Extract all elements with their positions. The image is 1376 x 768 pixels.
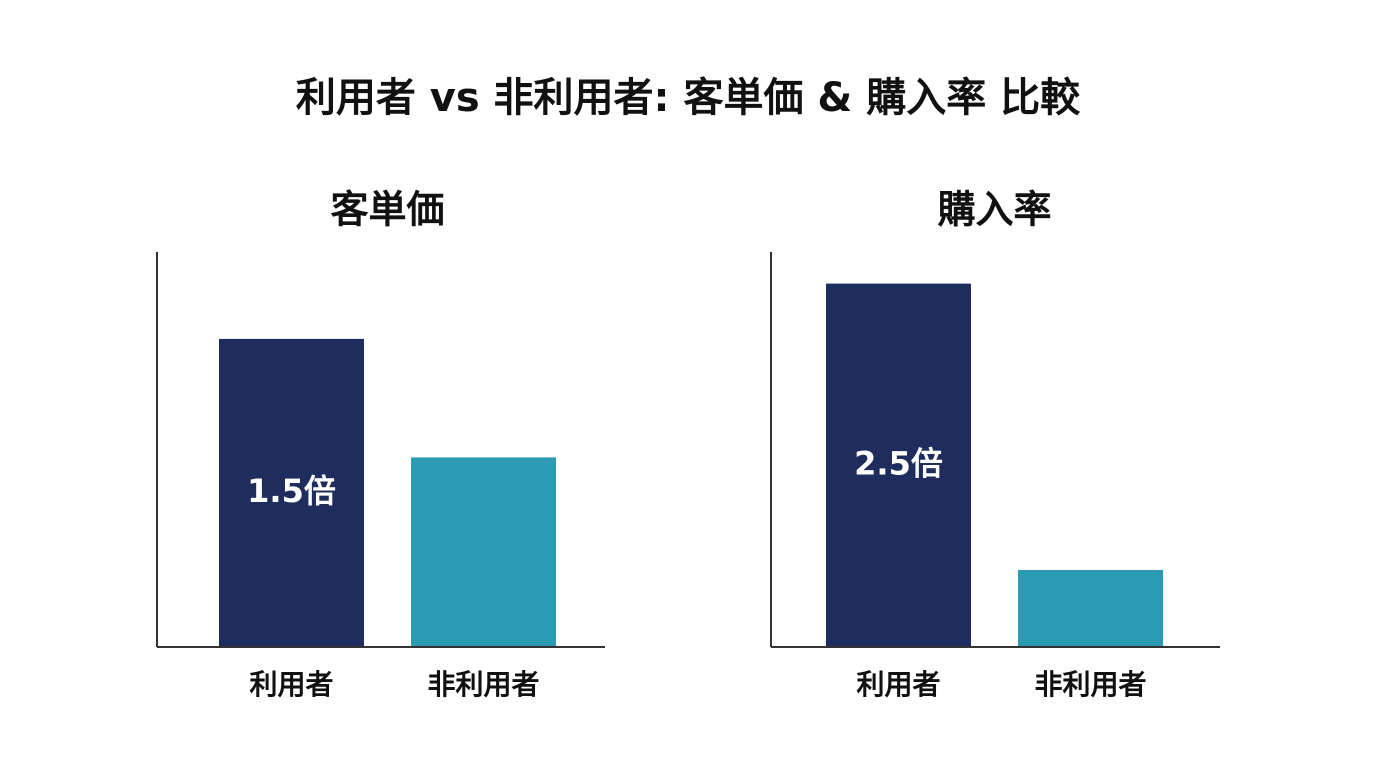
bar [826,283,971,647]
chart-title: 客単価 [330,188,444,232]
annotation: 1.5倍 [247,472,336,510]
annotation: 2.5倍 [854,444,943,482]
bar [411,457,556,647]
x-tick-label: 非利用者 [1034,668,1146,701]
chart-title: 購入率 [937,188,1051,232]
x-tick-label: 非利用者 [427,668,539,701]
x-tick-label: 利用者 [249,668,333,701]
bar [1018,569,1163,647]
page-title: 利用者 vs 非利用者: 客単価 & 購入率 比較 [296,75,1081,121]
bar [219,338,364,647]
x-tick-label: 利用者 [856,668,940,701]
